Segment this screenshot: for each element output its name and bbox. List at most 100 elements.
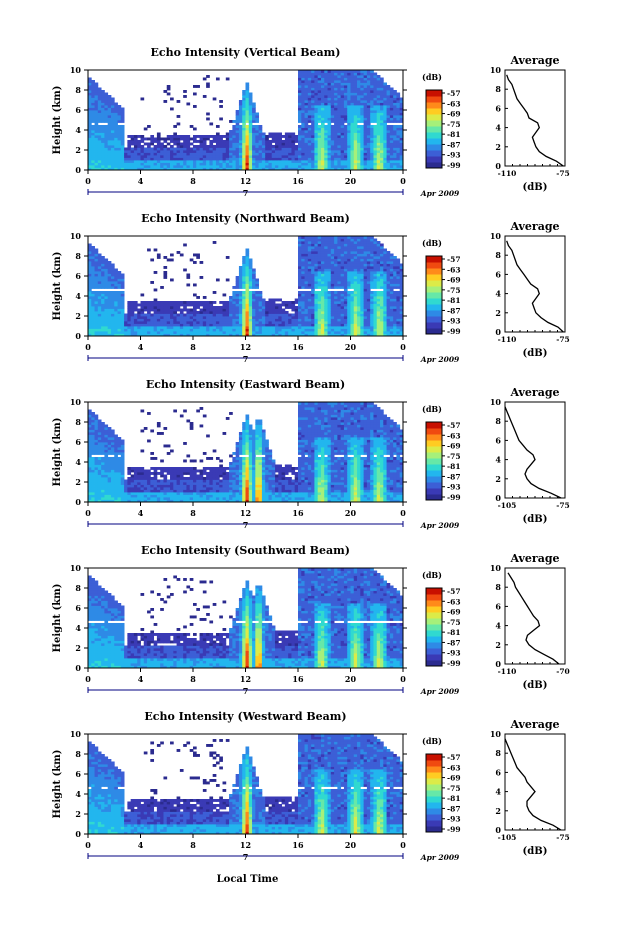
heatmap-cell (88, 117, 92, 121)
heatmap-cell (88, 331, 92, 334)
heatmap-cell (320, 107, 325, 111)
heatmap-cell (124, 157, 128, 161)
heatmap-cell (324, 115, 328, 118)
heatmap-cell (186, 273, 191, 277)
colorbar-title: (dB) (422, 238, 442, 248)
heatmap-cell (189, 147, 194, 151)
heatmap-cell (202, 165, 207, 168)
heatmap-cell (386, 150, 391, 153)
heatmap-cell (350, 316, 355, 319)
heatmap-cell (107, 155, 112, 158)
heatmap-cell (301, 82, 305, 86)
heatmap-cell (350, 130, 355, 133)
average-title: Average (509, 220, 559, 233)
heatmap-cell (107, 142, 112, 146)
heatmap-cell (393, 263, 397, 267)
heatmap-cell (363, 87, 368, 91)
heatmap-cell (242, 142, 246, 146)
heatmap-cell (324, 107, 328, 111)
heatmap-cell (304, 142, 309, 146)
heatmap-cell (301, 140, 305, 143)
heatmap-cell (373, 293, 378, 297)
heatmap-cell (389, 167, 394, 171)
heatmap-cell (215, 313, 220, 317)
heatmap-cell (334, 112, 338, 116)
heatmap-cell (304, 152, 309, 156)
heatmap-cell (386, 130, 391, 133)
heatmap-cell (140, 308, 145, 312)
heatmap-cell (363, 150, 368, 153)
heatmap-cell (173, 321, 177, 324)
heatmap-cell (229, 120, 233, 123)
heatmap-cell (242, 122, 246, 126)
heatmap-cell (88, 328, 92, 332)
heatmap-cell (389, 147, 394, 151)
heatmap-cell (350, 122, 355, 126)
heatmap-cell (143, 150, 148, 153)
heatmap-cell (104, 258, 109, 262)
heatmap-cell (160, 328, 164, 332)
heatmap-cell (255, 167, 260, 171)
heatmap-cell (350, 150, 355, 153)
heatmap-cell (347, 102, 351, 106)
heatmap-cell (238, 155, 243, 158)
heatmap-cell (160, 165, 164, 168)
heatmap-cell (88, 125, 92, 128)
heatmap-cell (147, 301, 151, 304)
heatmap-cell (340, 238, 345, 242)
heatmap-cell (150, 150, 155, 153)
heatmap-cell (340, 132, 345, 136)
heatmap-cell (320, 263, 325, 267)
heatmap-cell (330, 167, 335, 171)
heatmap-cell (350, 162, 355, 166)
heatmap-cell (357, 105, 361, 108)
heatmap-cell (393, 293, 397, 297)
heatmap-cell (383, 321, 387, 324)
heatmap-cell (232, 140, 237, 143)
heatmap-cell (291, 157, 296, 161)
heatmap-cell (373, 162, 378, 166)
heatmap-cell (255, 328, 260, 332)
heatmap-cell (353, 97, 358, 101)
heatmap-cell (320, 261, 325, 264)
heatmap-cell (298, 90, 302, 93)
heatmap-cell (317, 75, 322, 78)
heatmap-cell (209, 122, 214, 126)
heatmap-cell (91, 137, 95, 141)
heatmap-cell (238, 306, 243, 309)
heatmap-cell (320, 77, 325, 81)
heatmap-cell (324, 95, 328, 98)
heatmap-cell (97, 253, 102, 257)
heatmap-cell (340, 162, 345, 166)
heatmap-cell (340, 316, 345, 319)
heatmap-cell (215, 323, 220, 327)
heatmap-cell (343, 80, 348, 83)
heatmap-cell (258, 135, 263, 138)
heatmap-cell (347, 263, 351, 267)
heatmap-cell (238, 120, 243, 123)
heatmap-cell (340, 246, 345, 249)
heatmap-cell (255, 162, 260, 166)
heatmap-cell (389, 155, 394, 158)
heatmap-cell (248, 132, 253, 136)
heatmap-cell (160, 145, 164, 148)
heatmap-cell (317, 271, 322, 274)
heatmap-cell (127, 157, 132, 161)
heatmap-cell (222, 311, 227, 314)
heatmap-cell (153, 155, 158, 158)
colorbar-tick-label: -63 (447, 265, 461, 274)
heatmap-cell (117, 283, 122, 287)
heatmap-cell (133, 157, 138, 161)
heatmap-cell (222, 142, 227, 146)
heatmap-cell (166, 142, 171, 146)
heatmap-cell (202, 328, 207, 332)
heatmap-cell (271, 160, 276, 163)
heatmap-cell (370, 306, 374, 309)
heatmap-cell (317, 333, 322, 337)
heatmap-cell (298, 107, 302, 111)
heatmap-cell (127, 152, 132, 156)
heatmap-cell (337, 238, 342, 242)
heatmap-cell (110, 115, 115, 118)
heatmap-cell (288, 145, 292, 148)
heatmap-cell (301, 251, 305, 254)
